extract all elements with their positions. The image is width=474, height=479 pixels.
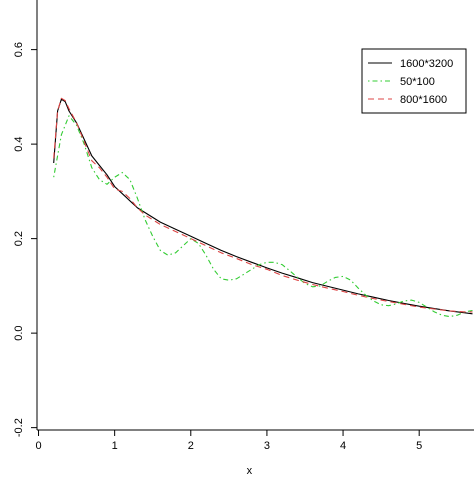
y-axis: -0.2 0.0 0.2 0.4 0.6 [13, 42, 37, 437]
x-tick-label: 2 [188, 440, 194, 452]
legend-label: 1600*3200 [400, 58, 453, 70]
series-line-1 [53, 98, 473, 315]
y-tick-label: 0.4 [13, 136, 25, 151]
x-tick-label: 4 [340, 440, 346, 452]
x-tick-label: 3 [264, 440, 270, 452]
plot-frame [36, 0, 474, 431]
y-tick-label: 0.2 [13, 231, 25, 246]
y-tick-label: -0.2 [13, 418, 25, 437]
x-axis: 0 1 2 3 4 5 [35, 430, 422, 452]
series-line-3 [53, 97, 473, 313]
y-tick-label: 0.0 [13, 325, 25, 340]
legend-label: 800*1600 [400, 94, 447, 106]
series-layer [53, 97, 473, 318]
legend: 1600*3200 50*100 800*1600 [361, 48, 467, 114]
series-line-2 [53, 115, 473, 318]
x-axis-label: x [247, 465, 253, 474]
legend-box [361, 48, 467, 114]
y-tick-label: 0.6 [13, 42, 25, 57]
x-tick-label: 1 [112, 440, 118, 452]
x-tick-label: 5 [416, 440, 422, 452]
legend-label: 50*100 [400, 76, 435, 88]
x-tick-label: 0 [35, 440, 41, 452]
